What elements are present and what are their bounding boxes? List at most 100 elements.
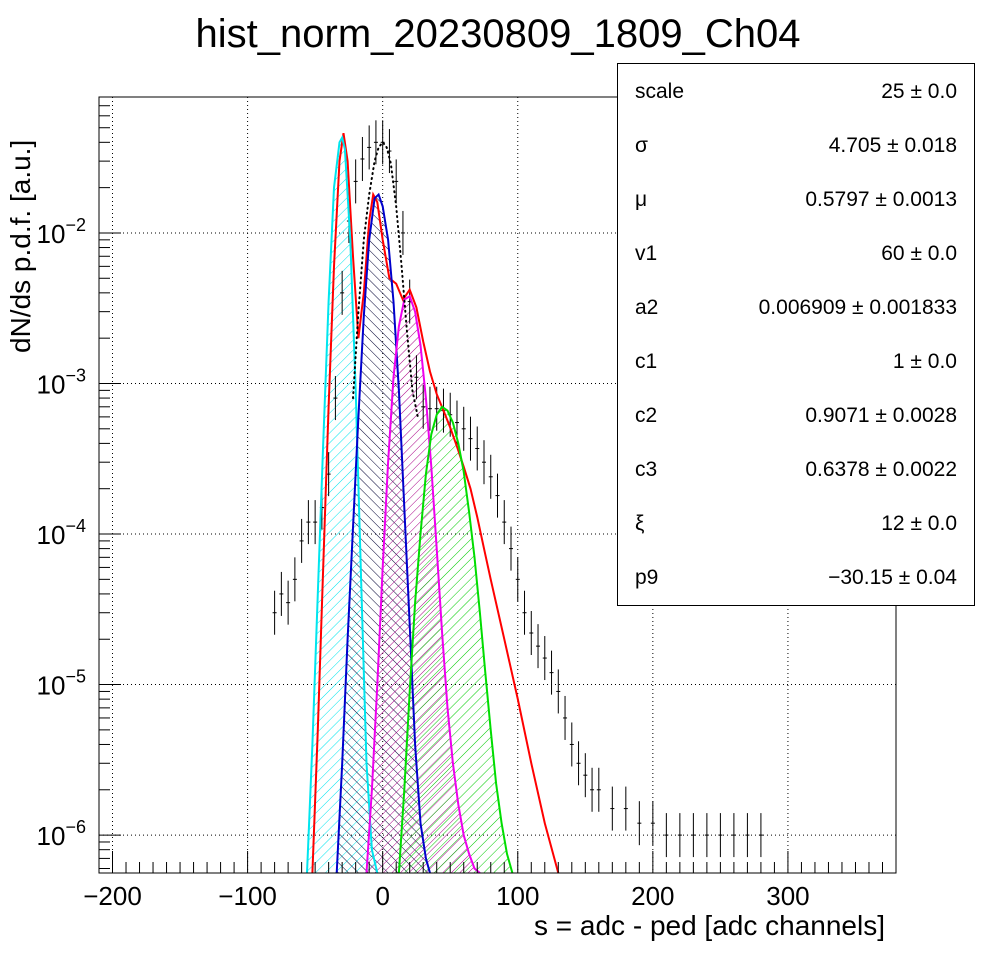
data-point bbox=[400, 210, 405, 255]
data-point bbox=[495, 473, 500, 518]
stats-param-value: 25 ± 0.0 bbox=[881, 80, 957, 103]
x-axis: −200 −100 0 100 200 300 bbox=[83, 851, 897, 911]
x-axis-label: s = adc - ped [adc channels] bbox=[534, 910, 885, 941]
stats-param-name: μ bbox=[635, 188, 648, 211]
stats-param-name: a2 bbox=[635, 296, 659, 319]
data-point bbox=[623, 786, 628, 831]
data-point bbox=[563, 695, 568, 740]
stats-param-value: 4.705 ± 0.018 bbox=[828, 134, 957, 157]
stats-row: μ 0.5797 ± 0.0013 bbox=[618, 172, 974, 226]
data-point bbox=[279, 571, 284, 616]
y-tick-label: 10−6 bbox=[37, 817, 86, 851]
data-point bbox=[509, 526, 514, 571]
series-line-cyan bbox=[306, 134, 379, 873]
data-point bbox=[313, 500, 318, 545]
data-point bbox=[515, 557, 520, 602]
data-point bbox=[731, 813, 736, 858]
data-point bbox=[380, 120, 385, 165]
data-point bbox=[394, 159, 399, 204]
y-tick-label: 10−3 bbox=[37, 365, 86, 399]
data-point bbox=[353, 159, 358, 204]
y-axis-label: dN/ds p.d.f. [a.u.] bbox=[5, 139, 36, 353]
stats-param-name: c1 bbox=[635, 350, 658, 373]
stats-param-value: 60 ± 0.0 bbox=[881, 242, 957, 265]
data-point bbox=[691, 813, 696, 858]
stats-param-name: c2 bbox=[635, 404, 658, 427]
stats-param-name: c3 bbox=[635, 458, 658, 481]
stats-param-value: −30.15 ± 0.04 bbox=[828, 566, 957, 589]
data-point bbox=[596, 767, 601, 812]
data-point bbox=[286, 580, 291, 625]
y-tick-label: 10−4 bbox=[37, 516, 86, 550]
y-tick-label: 10−5 bbox=[37, 667, 86, 701]
data-point bbox=[360, 136, 365, 181]
series-line-green bbox=[397, 405, 514, 873]
stats-row: c3 0.6378 ± 0.0022 bbox=[618, 442, 974, 496]
stats-row: ξ 12 ± 0.0 bbox=[618, 496, 974, 550]
stats-row: scale 25 ± 0.0 bbox=[618, 64, 974, 118]
data-point bbox=[461, 406, 466, 451]
x-tick-label: −100 bbox=[218, 881, 277, 911]
series-line-blue bbox=[335, 192, 431, 873]
stats-param-value: 0.9071 ± 0.0028 bbox=[805, 404, 957, 427]
stats-param-name: v1 bbox=[635, 242, 658, 265]
data-point bbox=[664, 813, 669, 858]
data-point bbox=[373, 120, 378, 165]
stats-row: a2 0.006909 ± 0.001833 bbox=[618, 280, 974, 334]
data-point bbox=[502, 500, 507, 545]
stats-row: c1 1 ± 0.0 bbox=[618, 334, 974, 388]
x-tick-label: 100 bbox=[496, 881, 539, 911]
data-point bbox=[576, 741, 581, 786]
data-point bbox=[556, 669, 561, 714]
x-tick-label: 300 bbox=[766, 881, 809, 911]
data-point bbox=[590, 767, 595, 812]
stats-box: scale 25 ± 0.0 σ 4.705 ± 0.018 μ 0.5797 ± 0.0… bbox=[617, 63, 975, 606]
data-point bbox=[529, 611, 534, 656]
data-point bbox=[745, 813, 750, 858]
series-line-magenta bbox=[365, 294, 481, 873]
stats-row: p9 −30.15 ± 0.04 bbox=[618, 550, 974, 604]
data-point bbox=[610, 786, 615, 831]
data-point bbox=[650, 801, 655, 846]
data-point bbox=[758, 813, 763, 858]
series-line-pedestal bbox=[352, 140, 419, 418]
x-tick-label: 0 bbox=[375, 881, 389, 911]
data-point bbox=[718, 813, 723, 858]
data-point bbox=[677, 813, 682, 858]
stats-param-value: 0.006909 ± 0.001833 bbox=[758, 296, 957, 319]
stats-row: σ 4.705 ± 0.018 bbox=[618, 118, 974, 172]
data-point bbox=[637, 801, 642, 846]
series-fill-green bbox=[398, 406, 513, 873]
stats-param-value: 0.5797 ± 0.0013 bbox=[805, 188, 957, 211]
data-point bbox=[536, 624, 541, 669]
data-point bbox=[542, 636, 547, 681]
data-point bbox=[522, 590, 527, 635]
x-tick-label: −200 bbox=[83, 881, 142, 911]
data-point bbox=[367, 125, 372, 170]
data-point bbox=[340, 270, 345, 315]
data-point bbox=[414, 355, 419, 400]
data-points bbox=[272, 120, 763, 858]
data-point bbox=[299, 518, 304, 563]
stats-row: c2 0.9071 ± 0.0028 bbox=[618, 388, 974, 442]
data-point bbox=[569, 722, 574, 767]
stats-param-name: σ bbox=[635, 134, 648, 157]
chart-title: hist_norm_20230809_1809_Ch04 bbox=[195, 12, 801, 56]
data-point bbox=[306, 500, 311, 545]
data-point bbox=[475, 426, 480, 471]
stats-param-value: 1 ± 0.0 bbox=[892, 350, 957, 373]
y-tick-label: 10−2 bbox=[37, 215, 86, 249]
data-point bbox=[421, 384, 426, 429]
data-point bbox=[292, 557, 297, 602]
data-point bbox=[549, 650, 554, 695]
data-point bbox=[583, 753, 588, 798]
stats-param-name: ξ bbox=[635, 512, 645, 535]
stats-param-value: 0.6378 ± 0.0022 bbox=[805, 458, 957, 481]
data-point bbox=[704, 813, 709, 858]
stats-param-name: p9 bbox=[635, 566, 659, 589]
y-axis: 10−2 10−3 10−4 10−5 10−6 bbox=[37, 96, 121, 869]
data-point bbox=[481, 440, 486, 485]
data-point bbox=[333, 376, 338, 421]
data-point bbox=[468, 416, 473, 461]
data-point bbox=[427, 386, 432, 431]
